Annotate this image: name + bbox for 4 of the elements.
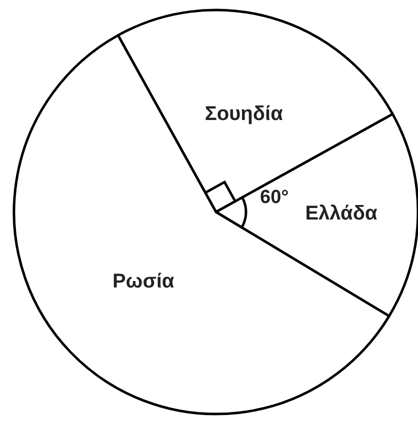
slice-label: Σουηδία	[204, 103, 284, 126]
slice-label: Ρωσία	[112, 270, 175, 292]
slice-label: Ελλάδα	[305, 202, 378, 224]
text: 60°	[260, 187, 289, 208]
